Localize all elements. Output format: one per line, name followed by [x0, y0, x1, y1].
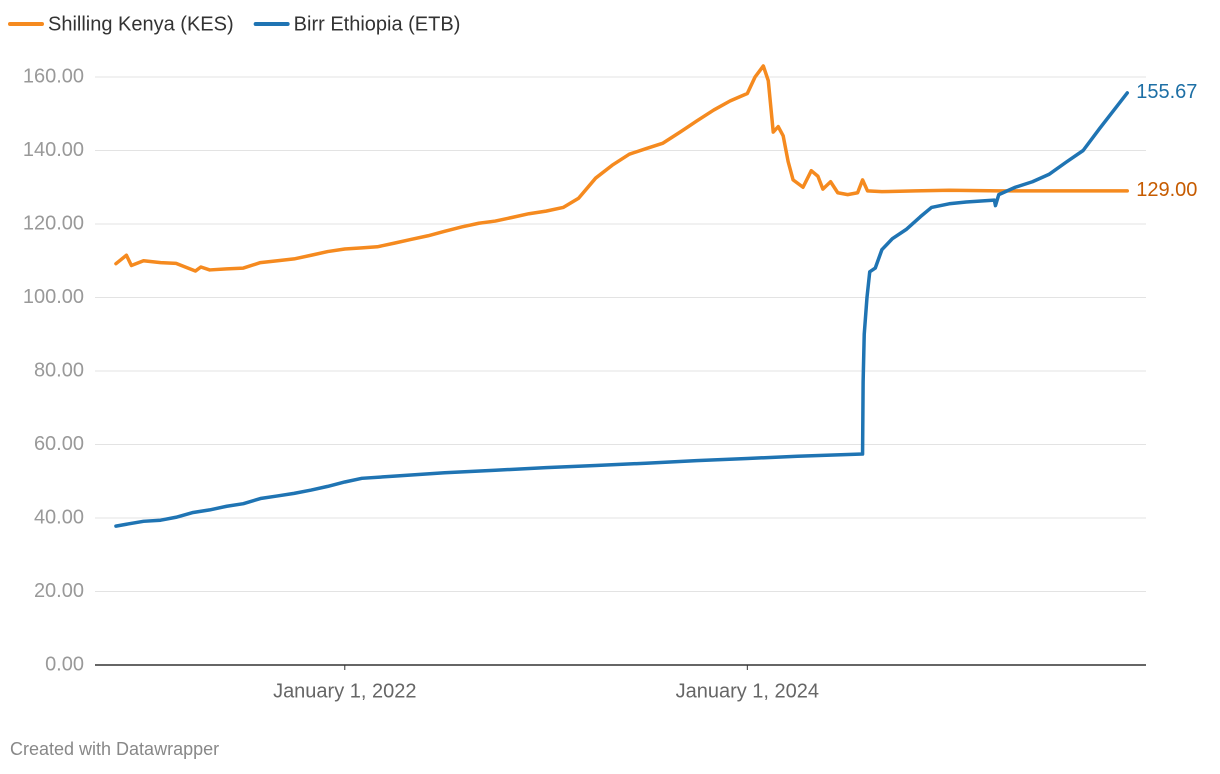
end-label: 129.00: [1136, 179, 1197, 201]
legend-label: Birr Ethiopia (ETB): [294, 13, 461, 35]
y-tick-label: 140.00: [23, 139, 84, 161]
labels: 129.00 155.67 Shilling Kenya (KES) Birr Eth…: [8, 13, 1197, 201]
y-tick-label: 60.00: [34, 433, 84, 455]
end-label: 155.67: [1136, 81, 1197, 103]
grid: 0.00 20.00 40.00 60.00 80.00 100.00 120.00 140.…: [23, 65, 1146, 702]
y-tick-label: 120.00: [23, 212, 84, 234]
series-line: [114, 91, 1129, 528]
legend-label: Shilling Kenya (KES): [48, 13, 234, 35]
credit: Created with Datawrapper: [10, 739, 219, 759]
x-tick-label: January 1, 2022: [273, 680, 416, 702]
series-line: [114, 64, 1129, 273]
x-tick-label: January 1, 2024: [676, 680, 819, 702]
y-tick-label: 0.00: [45, 653, 84, 675]
y-tick-label: 80.00: [34, 359, 84, 381]
y-tick-label: 160.00: [23, 65, 84, 87]
y-tick-label: 40.00: [34, 506, 84, 528]
y-tick-label: 100.00: [23, 286, 84, 308]
y-tick-label: 20.00: [34, 580, 84, 602]
lines: [114, 64, 1129, 528]
